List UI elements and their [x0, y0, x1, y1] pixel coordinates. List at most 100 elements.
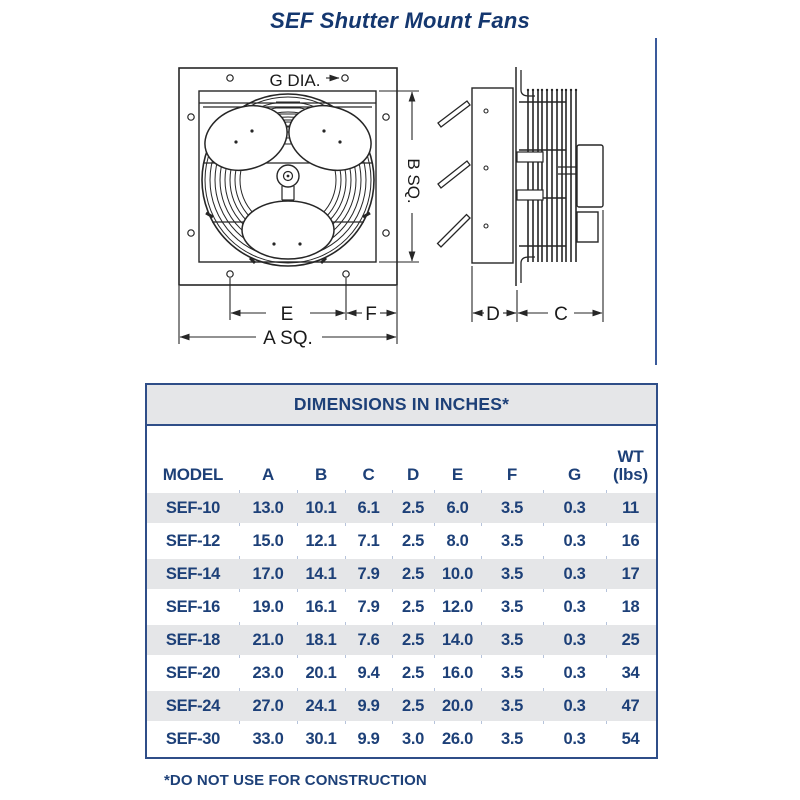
- table-row: SEF-14 17.0 14.1 7.9 2.5 10.0 3.5 0.3 17: [147, 559, 656, 589]
- g-dia-label: G DIA.: [269, 71, 320, 90]
- value-cell: 0.3: [563, 630, 586, 649]
- value-cell: 18.1: [305, 630, 337, 649]
- value-cell: 0.3: [563, 696, 586, 715]
- blade-rivets: [234, 129, 342, 246]
- value-cell: 2.5: [401, 498, 425, 517]
- value-cell: 47: [621, 696, 640, 715]
- value-cell: 20.0: [442, 696, 473, 715]
- value-cell: 34: [621, 663, 640, 682]
- column-header: F: [506, 465, 518, 485]
- table-row: SEF-30 33.0 30.1 9.9 3.0 26.0 3.5 0.3 54: [147, 724, 656, 754]
- value-cell: 16: [621, 531, 640, 550]
- value-cell: 3.5: [500, 663, 524, 682]
- column-header: G: [567, 465, 582, 485]
- value-cell: 9.4: [357, 663, 380, 682]
- value-cell: 19.0: [252, 597, 284, 616]
- model-cell: SEF-10: [165, 498, 221, 517]
- value-cell: 23.0: [252, 663, 284, 682]
- table-row: SEF-24 27.0 24.1 9.9 2.5 20.0 3.5 0.3 47: [147, 691, 656, 721]
- value-cell: 13.0: [252, 498, 284, 517]
- table-row: SEF-12 15.0 12.1 7.1 2.5 8.0 3.5 0.3 16: [147, 526, 656, 556]
- value-cell: 17: [621, 564, 640, 583]
- value-cell: 6.1: [357, 498, 380, 517]
- value-cell: 0.3: [563, 498, 586, 517]
- fan-hub: [276, 164, 300, 201]
- value-cell: 7.1: [357, 531, 380, 550]
- value-cell: 54: [621, 729, 640, 748]
- model-cell: SEF-14: [165, 564, 221, 583]
- value-cell: 3.5: [500, 531, 524, 550]
- table-row: SEF-10 13.0 10.1 6.1 2.5 6.0 3.5 0.3 11: [147, 493, 656, 523]
- value-cell: 3.0: [401, 729, 425, 748]
- dimension-drawings: G DIA. B SQ. E F A SQ.: [178, 67, 604, 349]
- d-dim-label: D: [486, 304, 500, 325]
- value-cell: 33.0: [252, 729, 284, 748]
- fan-front-view-drawing: G DIA. B SQ. E F A SQ.: [178, 67, 423, 349]
- value-cell: 0.3: [563, 564, 586, 583]
- model-cell: SEF-16: [165, 597, 221, 616]
- shutter-louvers: [436, 100, 471, 248]
- table-body: MODEL A B C D E F G WT (lbs) SEF-10 13.0 10.1 6.1 2.…: [147, 426, 656, 754]
- value-cell: 11: [622, 498, 639, 517]
- value-cell: 0.3: [563, 663, 586, 682]
- f-dim-label: F: [365, 304, 377, 325]
- value-cell: 6.0: [446, 498, 469, 517]
- b-sq-label: B SQ.: [404, 158, 423, 203]
- value-cell: 9.9: [357, 696, 380, 715]
- column-header: E: [451, 465, 464, 485]
- value-cell: 16.0: [442, 663, 473, 682]
- value-cell: 3.5: [500, 564, 524, 583]
- table-title: DIMENSIONS IN INCHES*: [147, 385, 656, 426]
- value-cell: 21.0: [252, 630, 284, 649]
- model-cell: SEF-30: [165, 729, 221, 748]
- table-row: SEF-20 23.0 20.1 9.4 2.5 16.0 3.5 0.3 34: [147, 658, 656, 688]
- e-dim-label: E: [281, 304, 294, 325]
- value-cell: 9.9: [357, 729, 380, 748]
- mounting-holes: [187, 74, 390, 278]
- c-dim-label: C: [554, 304, 568, 325]
- value-cell: 3.5: [500, 597, 524, 616]
- value-cell: 20.1: [305, 663, 337, 682]
- motor-housing: [576, 144, 604, 243]
- fan-blades: [204, 105, 372, 260]
- value-cell: 17.0: [252, 564, 284, 583]
- value-cell: 16.1: [305, 597, 337, 616]
- value-cell: 2.5: [401, 630, 425, 649]
- value-cell: 8.0: [446, 531, 469, 550]
- value-cell: 14.1: [305, 564, 337, 583]
- column-divider-line: [655, 38, 657, 365]
- value-cell: 7.9: [357, 564, 380, 583]
- model-cell: SEF-20: [165, 663, 221, 682]
- value-cell: 2.5: [401, 597, 425, 616]
- value-cell: 12.0: [442, 597, 473, 616]
- value-cell: 18: [621, 597, 640, 616]
- column-header: WT (lbs): [613, 447, 648, 485]
- column-header: B: [314, 465, 328, 485]
- value-cell: 3.5: [500, 630, 524, 649]
- value-cell: 10.1: [305, 498, 337, 517]
- a-sq-label: A SQ.: [263, 328, 313, 349]
- dimensions-table: DIMENSIONS IN INCHES* MODEL A B C D E F G WT (lb…: [145, 383, 658, 759]
- value-cell: 25: [621, 630, 640, 649]
- model-cell: SEF-24: [165, 696, 221, 715]
- table-header-row: MODEL A B C D E F G WT (lbs): [147, 426, 656, 490]
- value-cell: 7.6: [357, 630, 380, 649]
- value-cell: 2.5: [401, 696, 425, 715]
- value-cell: 0.3: [563, 597, 586, 616]
- column-header: A: [261, 465, 275, 485]
- value-cell: 3.5: [500, 498, 524, 517]
- value-cell: 27.0: [252, 696, 284, 715]
- table-row: SEF-16 19.0 16.1 7.9 2.5 12.0 3.5 0.3 18: [147, 592, 656, 622]
- model-cell: SEF-18: [165, 630, 221, 649]
- construction-disclaimer: *DO NOT USE FOR CONSTRUCTION: [164, 772, 427, 789]
- column-header: MODEL: [162, 465, 224, 485]
- value-cell: 0.3: [563, 531, 586, 550]
- value-cell: 14.0: [442, 630, 473, 649]
- fan-side-view-drawing: D C: [436, 67, 604, 325]
- value-cell: 26.0: [442, 729, 473, 748]
- value-cell: 15.0: [252, 531, 284, 550]
- value-cell: 10.0: [442, 564, 473, 583]
- value-cell: 3.5: [500, 729, 524, 748]
- value-cell: 24.1: [305, 696, 337, 715]
